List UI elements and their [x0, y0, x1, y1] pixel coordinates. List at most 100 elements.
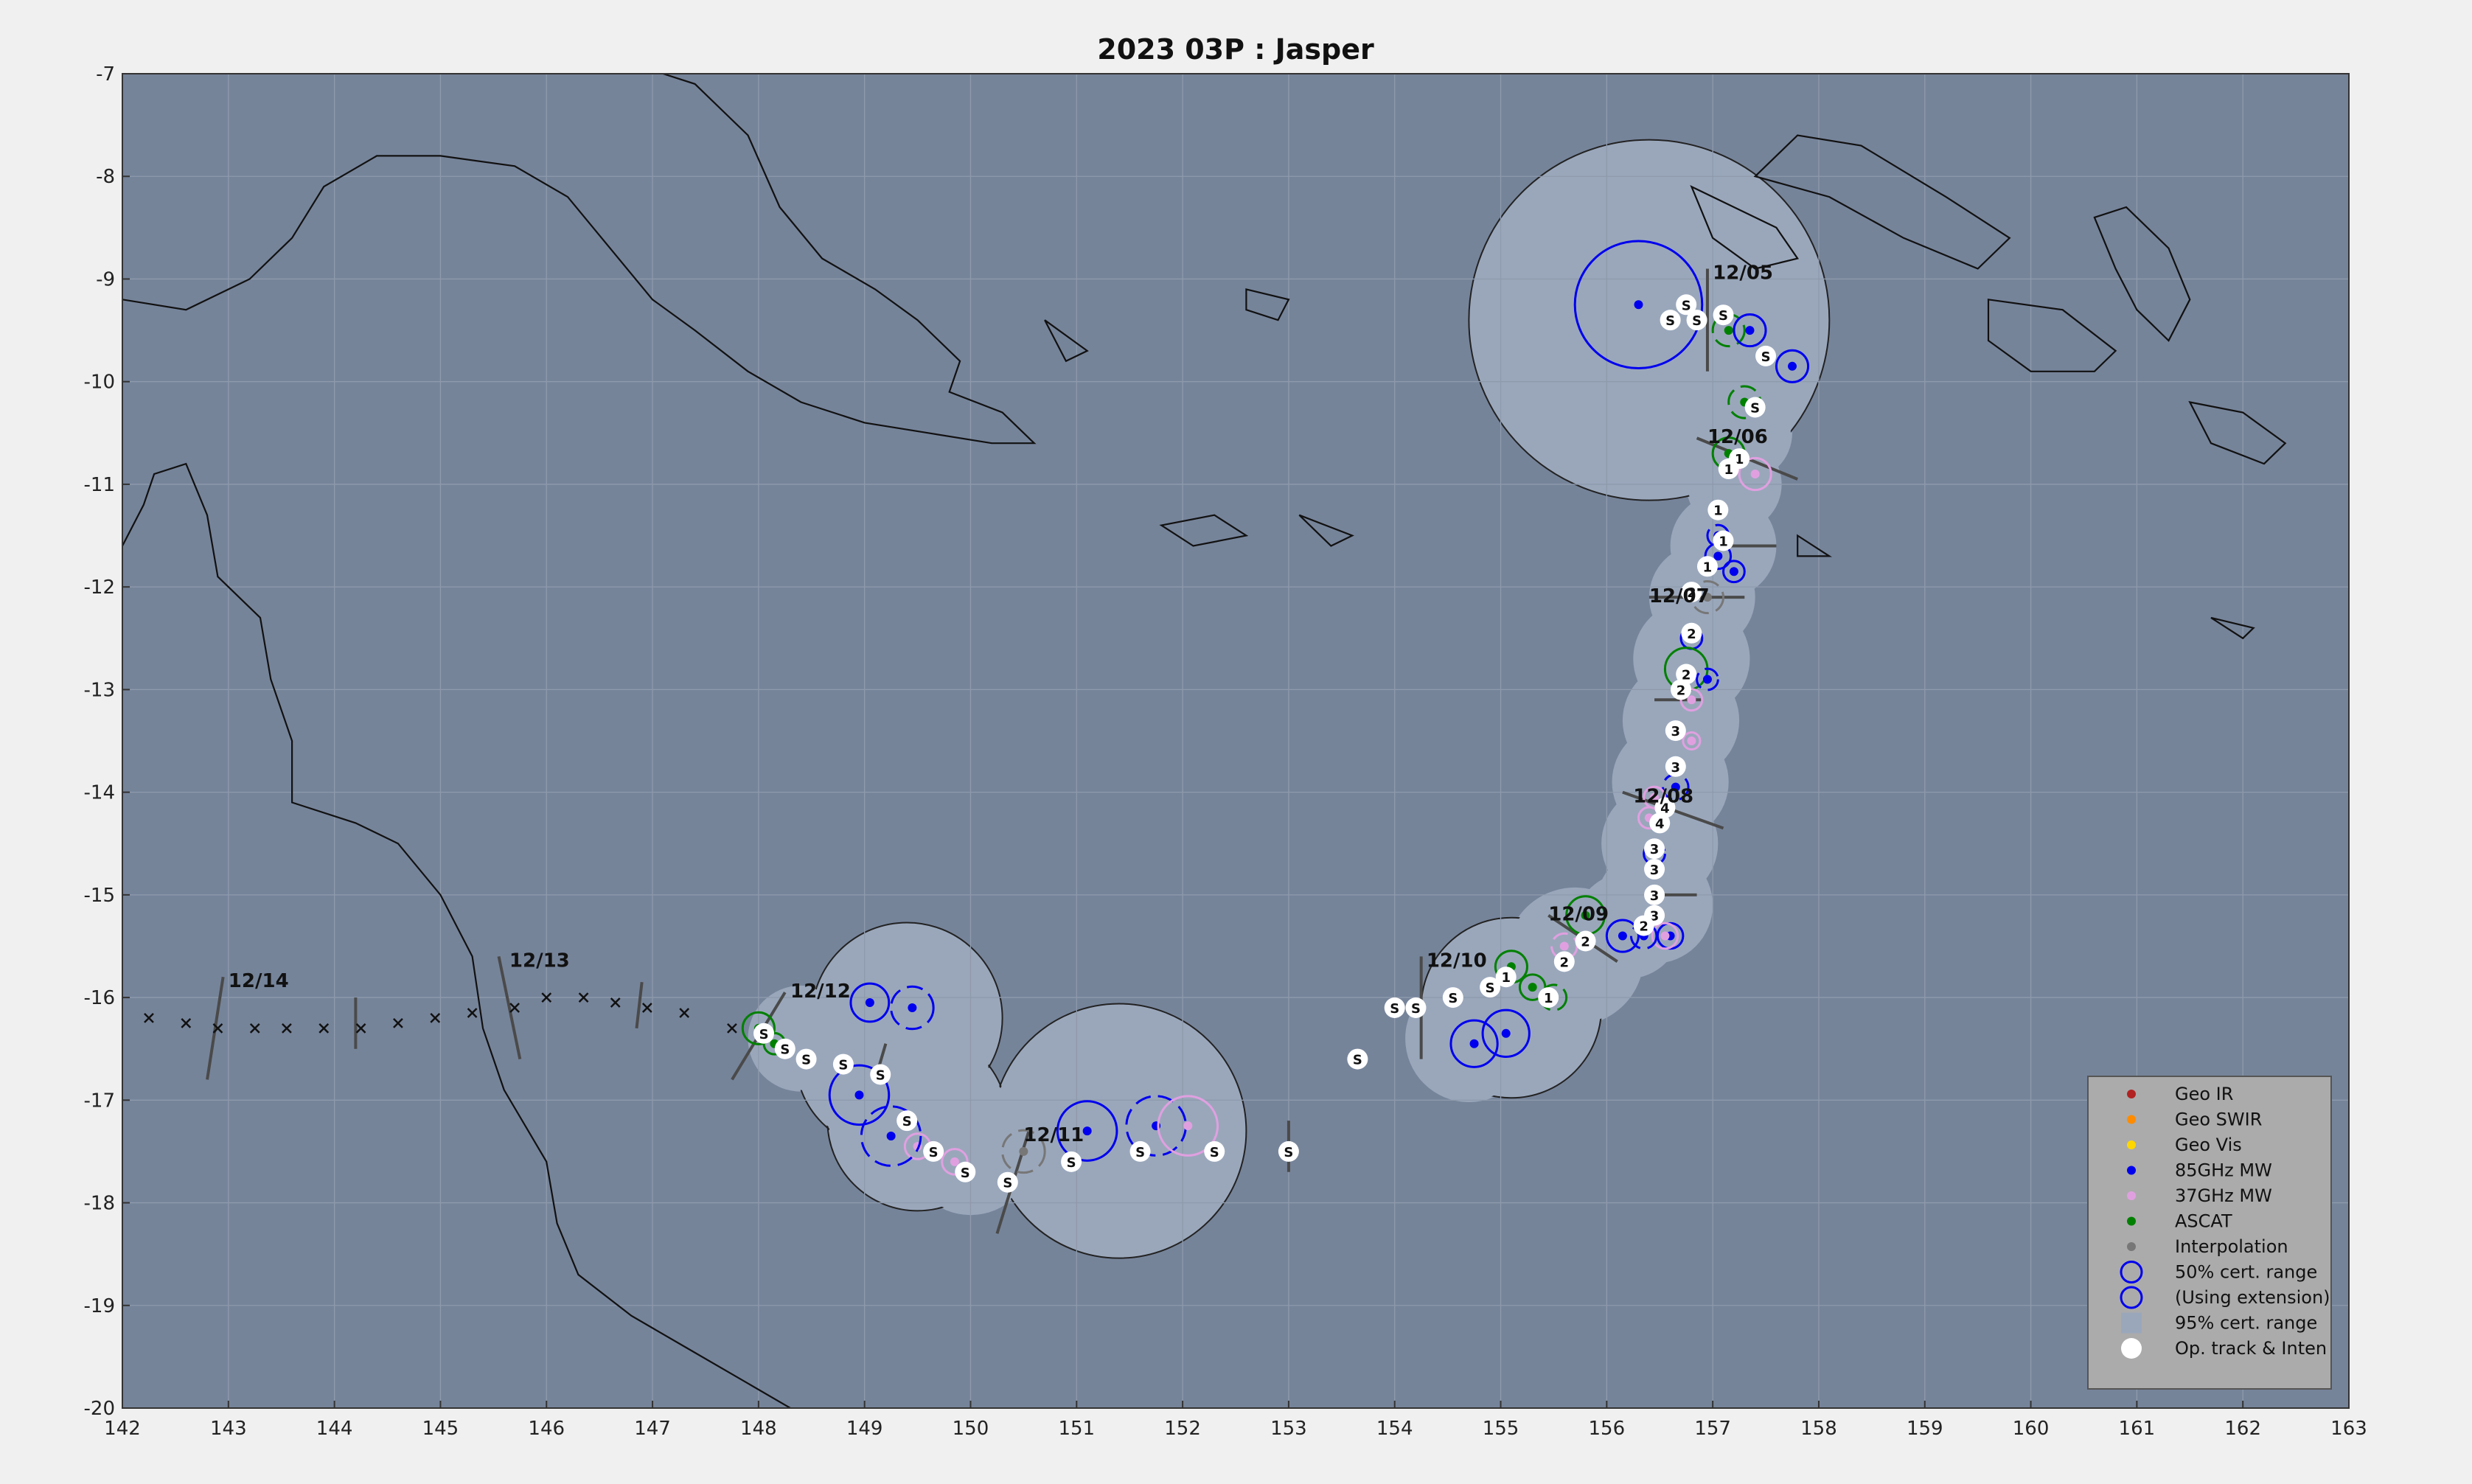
date-label: 12/05	[1713, 262, 1773, 284]
op-track-marker	[1718, 459, 1739, 480]
op-track-marker	[1713, 304, 1734, 326]
date-label: 12/07	[1649, 585, 1710, 607]
op-track-marker	[1707, 499, 1729, 520]
op-track-marker	[1633, 915, 1654, 936]
fix-marker	[1001, 1129, 1046, 1174]
op-track-label: S	[1353, 1053, 1362, 1068]
certainty-circle	[1001, 1129, 1046, 1174]
fix-dot	[1634, 300, 1643, 310]
op-track-marker	[870, 1064, 891, 1085]
op-track-label: 2	[1560, 955, 1570, 970]
op-track-marker	[1347, 1048, 1368, 1070]
legend-symbol	[2127, 1140, 2136, 1149]
op-track-point: S	[955, 1161, 976, 1182]
op-track-point: S	[1278, 1140, 1299, 1162]
x-axis-ticks: 142 143 144 145 146 147 148 149 150 151 152 153 154 1…	[104, 1401, 2367, 1440]
op-track-marker	[1384, 997, 1405, 1018]
x-tick-label: 161	[2119, 1418, 2156, 1440]
op-track-marker	[1681, 582, 1702, 603]
x-tick-label: 152	[1164, 1418, 1201, 1440]
op-track-label: 2	[1687, 585, 1696, 601]
certainty-circle	[1573, 240, 1704, 370]
fix-dot	[1745, 326, 1755, 335]
fix-marker	[941, 1148, 969, 1176]
fix-dot	[1702, 675, 1712, 684]
op-track-label: S	[1067, 1155, 1076, 1171]
op-track-marker	[1665, 756, 1686, 777]
fix-marker	[1775, 349, 1810, 383]
x-tick-label: 145	[422, 1418, 459, 1440]
legend-item: Interpolation	[2127, 1236, 2288, 1257]
y-tick-label: -14	[84, 782, 115, 804]
fix-dot	[1702, 593, 1712, 602]
op-track-label: S	[1665, 313, 1675, 329]
op-track-point: S	[1129, 1140, 1151, 1162]
op-track-marker	[1660, 310, 1681, 331]
fix-dot	[1724, 326, 1733, 335]
fix-dot	[1687, 736, 1696, 745]
op-track-point: 3	[1665, 756, 1686, 777]
op-track-label: 1	[1501, 970, 1511, 986]
legend-symbol	[2127, 1242, 2136, 1251]
op-track-marker	[1129, 1140, 1151, 1162]
op-track-marker	[1649, 812, 1671, 834]
op-track-marker	[1442, 987, 1463, 1009]
legend-item: (Using extension)	[2120, 1286, 2330, 1309]
y-tick-label: -10	[84, 372, 115, 394]
op-track-marker	[1538, 987, 1559, 1009]
op-track-label: 1	[1703, 560, 1713, 575]
extrapolated-point	[610, 997, 621, 1008]
fix-marker	[849, 982, 891, 1023]
op-track-marker	[1644, 838, 1665, 860]
op-track-label: 1	[1719, 534, 1728, 550]
legend-symbol	[2121, 1338, 2142, 1359]
legend-label: 85GHz MW	[2175, 1160, 2272, 1181]
legend-symbol	[2121, 1312, 2142, 1334]
uncertainty-inner-blob	[1407, 976, 1531, 1101]
certainty-circle	[1605, 919, 1640, 953]
op-track-label: 2	[1581, 935, 1590, 950]
fix-dot	[1019, 1146, 1028, 1156]
fix-dot	[1469, 1039, 1479, 1048]
fix-dot	[1618, 931, 1627, 941]
coastline	[1298, 514, 1354, 547]
op-track-label: S	[1448, 991, 1458, 1006]
op-track-label: S	[838, 1058, 848, 1073]
x-tick-label: 147	[634, 1418, 671, 1440]
fix-dot	[908, 1003, 917, 1012]
x-tick-label: 150	[953, 1418, 989, 1440]
op-track-label: 3	[1650, 888, 1660, 904]
chart-title: 2023 03P : Jasper	[1097, 33, 1374, 66]
legend-box	[2087, 1076, 2332, 1390]
coastline	[122, 74, 1037, 445]
op-track-point: 1	[1495, 966, 1517, 988]
legend-label: 37GHz MW	[2175, 1185, 2272, 1206]
x-tick-label: 151	[1058, 1418, 1095, 1440]
fix-marker	[1605, 919, 1640, 953]
y-axis-ticks: -7 -8 -9 -10 -11 -12 -13 -14 -15 -16 -17 -18 -19 -20	[84, 63, 130, 1420]
y-tick-label: -9	[96, 268, 115, 290]
op-track-point: 3	[1644, 884, 1665, 905]
legend-symbol	[2127, 1115, 2136, 1124]
legend-item: Op. track & Inten	[2121, 1338, 2327, 1359]
date-label: 12/13	[509, 950, 570, 972]
certainty-circle	[849, 982, 891, 1023]
x-tick-label: 149	[846, 1418, 883, 1440]
certainty-circle	[1157, 1095, 1219, 1157]
extrapolated-point	[430, 1013, 441, 1023]
y-tick-label: -16	[84, 987, 115, 1009]
certainty-circle	[1722, 560, 1746, 584]
fix-marker	[1651, 922, 1679, 950]
op-track-marker	[1744, 397, 1766, 418]
y-tick-label: -19	[84, 1295, 115, 1317]
op-track-point: S	[1384, 997, 1405, 1018]
op-track-label: S	[902, 1114, 912, 1129]
op-track-marker	[1665, 720, 1686, 742]
op-track-label: S	[1682, 298, 1691, 313]
op-track-label: 3	[1650, 842, 1660, 857]
op-track-point: S	[753, 1023, 775, 1044]
op-track-point: 1	[1707, 499, 1729, 520]
op-track-marker	[1676, 294, 1697, 316]
date-label: 12/06	[1707, 426, 1768, 448]
certainty-circle	[1696, 667, 1719, 692]
